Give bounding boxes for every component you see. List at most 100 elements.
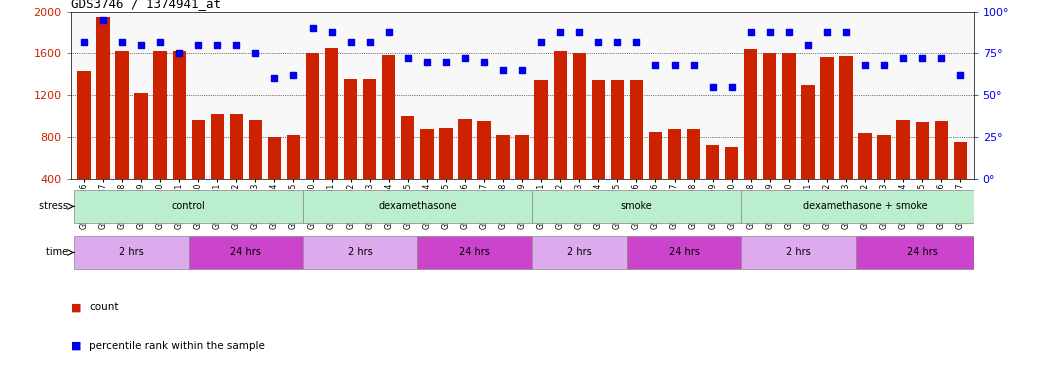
- Text: 24 hrs: 24 hrs: [230, 247, 262, 258]
- Text: dexamethasone + smoke: dexamethasone + smoke: [802, 201, 927, 212]
- Point: [514, 67, 530, 73]
- Point: [266, 75, 282, 81]
- Point: [628, 38, 645, 45]
- Bar: [75, 236, 189, 269]
- Text: ■: ■: [71, 341, 84, 351]
- Bar: [855, 236, 989, 269]
- Bar: [741, 190, 989, 223]
- Bar: [627, 236, 741, 269]
- Point: [952, 72, 968, 78]
- Bar: [268, 137, 281, 220]
- Text: GDS3746 / 1374941_at: GDS3746 / 1374941_at: [71, 0, 221, 10]
- Bar: [401, 116, 414, 220]
- Bar: [477, 121, 491, 220]
- Text: 2 hrs: 2 hrs: [119, 247, 144, 258]
- Point: [666, 62, 683, 68]
- Bar: [496, 135, 510, 220]
- Point: [856, 62, 873, 68]
- Bar: [306, 53, 320, 220]
- Point: [571, 28, 588, 35]
- Point: [381, 28, 398, 35]
- Bar: [840, 56, 852, 220]
- Bar: [741, 236, 855, 269]
- Bar: [706, 145, 719, 220]
- Bar: [249, 120, 262, 220]
- Point: [647, 62, 663, 68]
- Point: [876, 62, 893, 68]
- Bar: [75, 190, 303, 223]
- Point: [762, 28, 778, 35]
- Text: count: count: [89, 302, 118, 312]
- Point: [171, 50, 188, 56]
- Bar: [97, 17, 110, 220]
- Text: stress: stress: [38, 201, 71, 212]
- Bar: [553, 51, 567, 220]
- Point: [552, 28, 569, 35]
- Bar: [344, 79, 357, 220]
- Text: 2 hrs: 2 hrs: [348, 247, 373, 258]
- Bar: [531, 190, 741, 223]
- Point: [742, 28, 759, 35]
- Bar: [744, 49, 758, 220]
- Text: 2 hrs: 2 hrs: [567, 247, 592, 258]
- Point: [609, 38, 626, 45]
- Point: [838, 28, 854, 35]
- Bar: [954, 142, 967, 220]
- Bar: [763, 53, 776, 220]
- Bar: [897, 120, 910, 220]
- Bar: [154, 51, 167, 220]
- Bar: [420, 129, 434, 220]
- Bar: [667, 129, 681, 220]
- Text: dexamethasone: dexamethasone: [378, 201, 457, 212]
- Bar: [916, 122, 929, 220]
- Bar: [610, 80, 624, 220]
- Text: 24 hrs: 24 hrs: [459, 247, 490, 258]
- Bar: [783, 53, 795, 220]
- Bar: [573, 53, 585, 220]
- Point: [457, 55, 473, 61]
- Point: [209, 42, 225, 48]
- Bar: [286, 135, 300, 220]
- Point: [913, 55, 930, 61]
- Bar: [134, 93, 147, 220]
- Bar: [363, 79, 377, 220]
- Bar: [439, 129, 453, 220]
- Point: [438, 59, 455, 65]
- Bar: [516, 135, 528, 220]
- Text: 24 hrs: 24 hrs: [668, 247, 700, 258]
- Point: [76, 38, 92, 45]
- Point: [895, 55, 911, 61]
- Point: [532, 38, 549, 45]
- Bar: [877, 135, 891, 220]
- Point: [343, 38, 359, 45]
- Point: [323, 28, 339, 35]
- Point: [799, 42, 816, 48]
- Bar: [687, 129, 701, 220]
- Bar: [820, 58, 834, 220]
- Point: [114, 38, 131, 45]
- Point: [723, 84, 740, 90]
- Bar: [858, 132, 872, 220]
- Point: [304, 25, 321, 31]
- Point: [819, 28, 836, 35]
- Point: [361, 38, 378, 45]
- Point: [94, 17, 111, 23]
- Point: [400, 55, 416, 61]
- Point: [705, 84, 721, 90]
- Bar: [189, 236, 303, 269]
- Point: [685, 62, 702, 68]
- Bar: [535, 80, 548, 220]
- Bar: [115, 51, 129, 220]
- Bar: [725, 147, 738, 220]
- Text: percentile rank within the sample: percentile rank within the sample: [89, 341, 265, 351]
- Text: control: control: [172, 201, 206, 212]
- Bar: [229, 114, 243, 220]
- Bar: [303, 236, 417, 269]
- Bar: [630, 80, 644, 220]
- Bar: [77, 71, 90, 220]
- Bar: [459, 119, 471, 220]
- Text: time: time: [46, 247, 71, 258]
- Point: [247, 50, 264, 56]
- Bar: [303, 190, 531, 223]
- Bar: [192, 120, 204, 220]
